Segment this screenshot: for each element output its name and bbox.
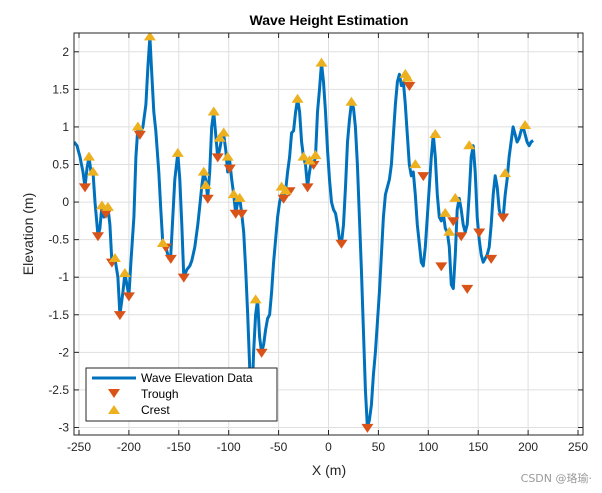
grid-lines: [74, 33, 583, 435]
crest-marker: [303, 155, 316, 165]
legend: Wave Elevation Data Trough Crest: [85, 367, 278, 422]
trough-marker: [447, 217, 460, 227]
y-tick-label: 0.5: [52, 157, 69, 171]
crest-marker: [108, 253, 121, 263]
trough-marker: [235, 209, 248, 219]
watermark-text: CSDN @珞瑜·: [520, 472, 592, 485]
x-tick-label: 0: [325, 440, 332, 454]
crest-marker: [315, 57, 328, 67]
plot-area: [74, 33, 534, 433]
trough-marker: [255, 348, 268, 358]
crest-marker: [227, 189, 240, 199]
trough-marker: [473, 228, 486, 238]
trough-marker: [201, 194, 214, 204]
trough-marker: [455, 232, 468, 242]
x-tick-label: 250: [568, 440, 588, 454]
legend-label-crest: Crest: [141, 403, 170, 417]
trough-marker: [403, 81, 416, 91]
x-tick-label: -50: [270, 440, 288, 454]
trough-marker: [78, 183, 91, 193]
crest-marker: [171, 147, 184, 157]
trough-marker: [223, 164, 236, 174]
crest-marker: [499, 168, 512, 178]
trough-marker: [122, 292, 135, 302]
crest-marker: [309, 150, 322, 160]
x-tick-label: 100: [418, 440, 438, 454]
y-axis-label: Elevation (m): [20, 193, 36, 275]
x-axis-label: X (m): [312, 462, 346, 478]
y-tick-labels: -3 -2.5 -2 -1.5 -1 -0.5 0 0.5 1 1.5 2: [48, 45, 583, 434]
y-tick-label: -0.5: [48, 233, 69, 247]
legend-label-wave: Wave Elevation Data: [141, 371, 253, 385]
trough-marker: [99, 209, 112, 219]
crest-marker: [217, 127, 230, 137]
trough-marker: [113, 311, 126, 321]
crest-marker: [221, 151, 234, 161]
crest-marker: [429, 129, 442, 139]
crest-marker: [207, 106, 220, 116]
legend-trough-marker: [108, 389, 120, 398]
crest-marker: [249, 294, 262, 304]
crest-marker: [213, 132, 226, 142]
crest-marker: [519, 120, 532, 130]
x-tick-label: 200: [518, 440, 538, 454]
crest-marker: [86, 166, 99, 176]
legend-crest-marker: [108, 405, 120, 414]
trough-marker: [211, 153, 224, 163]
trough-marker: [164, 254, 177, 264]
x-tick-label: -250: [67, 440, 91, 454]
crest-marker: [443, 226, 456, 236]
crest-marker: [143, 33, 156, 41]
y-tick-label: -1: [58, 270, 69, 284]
crest-marker: [291, 93, 304, 103]
crest-marker: [101, 201, 114, 211]
crest-marker: [409, 159, 422, 169]
x-tick-label: 50: [372, 440, 386, 454]
crest-marker: [345, 96, 358, 106]
y-tick-label: -2: [58, 345, 69, 359]
trough-marker: [417, 172, 430, 182]
crest-marker: [118, 268, 131, 278]
crest-marker: [449, 192, 462, 202]
y-tick-label: -1.5: [48, 308, 69, 322]
crest-marker: [199, 180, 212, 190]
trough-marker: [361, 423, 374, 433]
trough-marker: [177, 273, 190, 283]
crest-marker: [279, 185, 292, 195]
x-tick-label: -200: [117, 440, 141, 454]
trough-marker: [335, 239, 348, 249]
crest-marker: [439, 207, 452, 217]
y-tick-label: -3: [58, 420, 69, 434]
trough-marker: [435, 262, 448, 272]
crest-marker: [197, 166, 210, 176]
trough-marker: [91, 232, 104, 242]
trough-marker: [301, 183, 314, 193]
y-tick-label: 1: [62, 120, 69, 134]
x-tick-label: -150: [167, 440, 191, 454]
crest-marker: [463, 140, 476, 150]
y-tick-label: 0: [62, 195, 69, 209]
crest-marker: [156, 237, 169, 247]
trough-marker: [497, 213, 510, 223]
x-tick-labels: -250 -200 -150 -100 -50 0 50 100 150 200 250: [67, 33, 588, 454]
crest-marker: [297, 151, 310, 161]
trough-marker: [133, 130, 146, 140]
crest-marker: [131, 121, 144, 131]
trough-marker: [461, 284, 474, 294]
legend-label-trough: Trough: [141, 387, 179, 401]
y-tick-label: 2: [62, 45, 69, 59]
trough-marker: [277, 194, 290, 204]
crest-marker: [401, 72, 414, 82]
y-tick-label: -2.5: [48, 383, 69, 397]
crest-marker: [82, 151, 95, 161]
chart-title: Wave Height Estimation: [250, 12, 409, 28]
x-tick-label: -100: [217, 440, 241, 454]
crest-marker: [233, 192, 246, 202]
trough-marker: [485, 254, 498, 264]
y-tick-label: 1.5: [52, 82, 69, 96]
x-tick-label: 150: [468, 440, 488, 454]
